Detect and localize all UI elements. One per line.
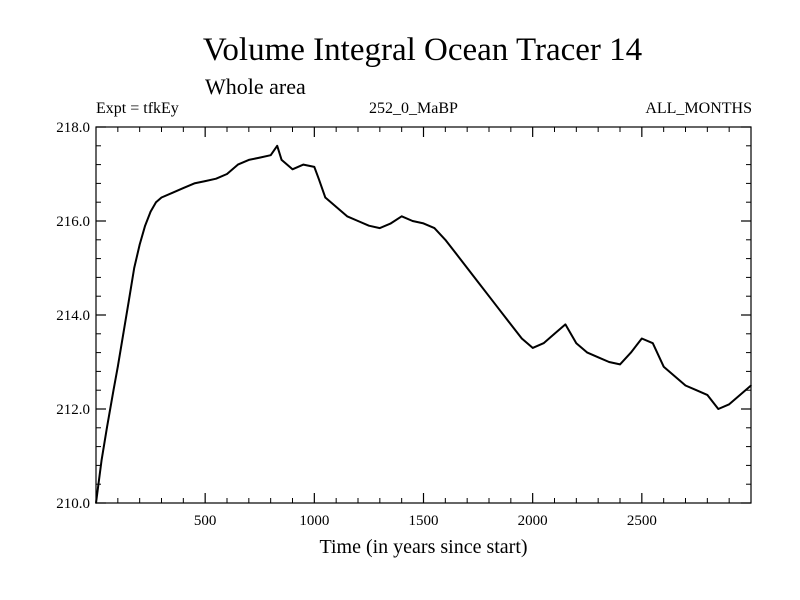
data-point (641, 337, 643, 340)
data-point (280, 159, 283, 161)
data-point (160, 196, 163, 199)
data-point (149, 210, 152, 213)
data-point (411, 220, 414, 222)
data-point (553, 333, 556, 335)
data-point (728, 403, 730, 406)
data-point (706, 394, 709, 396)
data-point (117, 365, 119, 368)
data-point (597, 356, 599, 359)
x-axis-label: Time (in years since start) (319, 536, 528, 558)
data-point (313, 166, 316, 168)
data-point (488, 295, 490, 298)
data-point (144, 224, 146, 227)
chart-title: Volume Integral Ocean Tracer 14 (202, 32, 643, 68)
data-point (182, 187, 185, 189)
data-point (269, 154, 272, 156)
data-point (368, 224, 370, 227)
data-point (630, 351, 632, 354)
data-point (122, 333, 125, 335)
data-point (564, 323, 567, 326)
data-point (317, 177, 320, 180)
data-point (662, 365, 665, 368)
data-point (466, 267, 468, 269)
data-point (433, 227, 436, 229)
x-tick-label: 1500 (409, 513, 439, 529)
data-point (100, 459, 103, 462)
data-point (444, 239, 447, 241)
y-tick-label: 216.0 (56, 214, 90, 230)
data-point (127, 300, 130, 302)
y-tick-label: 218.0 (56, 120, 90, 136)
data-point (237, 163, 239, 166)
x-tick-label: 500 (194, 513, 217, 529)
data-point (739, 394, 741, 396)
experiment-label: Expt = tfkEy (96, 100, 179, 117)
data-point (302, 163, 305, 166)
data-point (112, 389, 115, 392)
data-point (619, 363, 621, 366)
data-point (499, 309, 501, 312)
y-tick-label: 210.0 (56, 496, 90, 512)
data-point (531, 347, 534, 349)
y-tick-label: 214.0 (56, 308, 90, 324)
data-point (357, 220, 359, 222)
x-tick-label: 2500 (627, 513, 657, 529)
data-point (215, 177, 217, 180)
data-point (133, 267, 136, 269)
data-point (226, 173, 228, 175)
data-point (510, 323, 512, 326)
y-tick-label: 212.0 (56, 402, 90, 418)
data-point (106, 427, 108, 429)
x-tick-label: 1000 (299, 513, 329, 529)
x-tick-label: 2000 (518, 513, 548, 529)
data-point (575, 342, 578, 345)
data-point (346, 215, 348, 218)
months-label: ALL_MONTHS (645, 100, 752, 117)
data-point (95, 502, 97, 504)
chart-subtitle: Whole area (205, 74, 306, 99)
data-point (400, 215, 403, 218)
data-point (335, 206, 337, 208)
data-point (673, 375, 676, 377)
data-point (542, 342, 545, 345)
data-point (455, 253, 458, 255)
data-point (651, 342, 654, 345)
data-point (291, 168, 294, 171)
data-point (204, 180, 206, 182)
data-point (258, 156, 261, 159)
data-point (477, 281, 479, 283)
data-point (695, 389, 698, 392)
data-point (608, 361, 610, 363)
data-point (324, 196, 327, 199)
data-point (276, 145, 279, 147)
data-point (193, 182, 196, 185)
data-point (389, 222, 392, 225)
data-point (750, 384, 752, 387)
data-point (684, 384, 687, 387)
run-label: 252_0_MaBP (369, 100, 458, 117)
data-point (586, 351, 589, 354)
data-point (717, 408, 720, 410)
data-point (422, 222, 425, 225)
data-point (248, 159, 250, 161)
data-point (520, 337, 523, 340)
data-point (155, 201, 157, 203)
series-line (95, 144, 752, 504)
data-point (171, 192, 174, 194)
data-point (379, 227, 381, 229)
data-point (138, 243, 141, 246)
